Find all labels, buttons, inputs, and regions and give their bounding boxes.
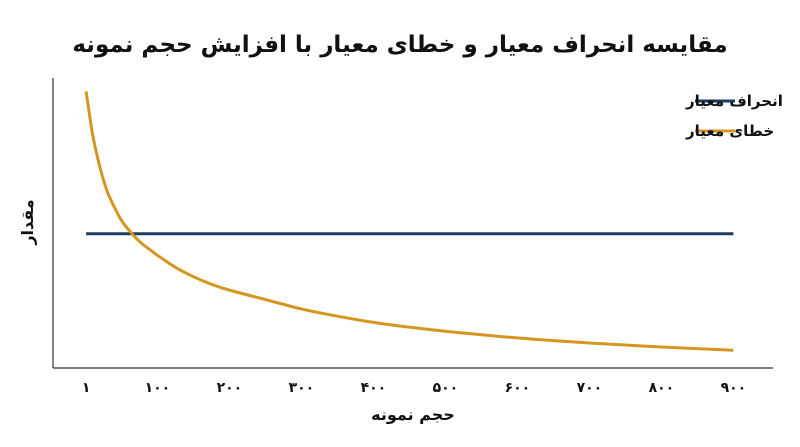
x-axis-label: حجم نمونه [371,405,455,424]
series-line-std-error [84,91,734,352]
x-tick-label: ۵۰۰ [433,380,459,396]
x-tick-label: ۲۰۰ [217,380,243,396]
legend: انحراف معیار خطای معیار [685,92,783,140]
x-tick-label: ۹۰۰ [721,380,747,396]
x-tick-label: ۱ [82,380,91,396]
series-layer [84,91,734,352]
x-tick-label: ۱۰۰ [145,380,171,396]
axes [52,78,773,369]
legend-label: انحراف معیار [685,92,783,110]
x-tick-labels: ۱ ۱۰۰ ۲۰۰ ۳۰۰ ۴۰۰ ۵۰۰ ۶۰۰ ۷۰۰ ۸۰۰ ۹۰۰ [82,380,746,396]
legend-label: خطای معیار [685,122,774,140]
y-axis-label: مقدار [18,199,37,245]
x-tick-label: ۳۰۰ [289,380,315,396]
x-tick-label: ۴۰۰ [361,380,387,396]
x-tick-label: ۷۰۰ [577,380,603,396]
x-tick-label: ۶۰۰ [505,380,531,396]
x-tick-label: ۸۰۰ [649,380,675,396]
chart-title: مقایسه انحراف معیار و خطای معیار با افزا… [72,32,727,58]
